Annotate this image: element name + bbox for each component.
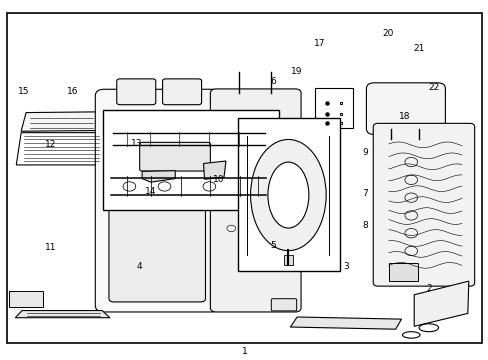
Polygon shape bbox=[290, 317, 401, 329]
Text: 19: 19 bbox=[291, 67, 302, 76]
Text: 9: 9 bbox=[362, 148, 367, 157]
FancyBboxPatch shape bbox=[210, 89, 301, 312]
FancyBboxPatch shape bbox=[109, 117, 205, 302]
Text: 17: 17 bbox=[314, 39, 325, 48]
Polygon shape bbox=[142, 171, 175, 182]
Text: 15: 15 bbox=[19, 86, 30, 95]
Text: 1: 1 bbox=[241, 347, 247, 356]
Bar bbox=[315, 88, 352, 128]
Text: 22: 22 bbox=[427, 83, 438, 92]
Text: 8: 8 bbox=[362, 221, 367, 230]
Polygon shape bbox=[16, 133, 107, 165]
Text: 7: 7 bbox=[362, 189, 367, 198]
Text: 14: 14 bbox=[145, 187, 156, 196]
Text: 10: 10 bbox=[213, 175, 224, 184]
Text: 21: 21 bbox=[412, 44, 424, 53]
FancyBboxPatch shape bbox=[271, 299, 296, 311]
FancyBboxPatch shape bbox=[140, 142, 210, 171]
Polygon shape bbox=[413, 281, 468, 326]
Text: 3: 3 bbox=[343, 262, 348, 271]
Polygon shape bbox=[21, 112, 102, 131]
Text: 4: 4 bbox=[137, 262, 142, 271]
Text: 18: 18 bbox=[398, 112, 409, 121]
Ellipse shape bbox=[250, 139, 325, 251]
Polygon shape bbox=[15, 311, 110, 318]
Text: 20: 20 bbox=[382, 29, 393, 38]
Text: 11: 11 bbox=[44, 243, 56, 252]
Bar bbox=[283, 255, 293, 265]
FancyBboxPatch shape bbox=[95, 89, 220, 312]
Ellipse shape bbox=[402, 332, 419, 338]
Ellipse shape bbox=[267, 162, 308, 228]
FancyBboxPatch shape bbox=[366, 83, 445, 134]
Text: 16: 16 bbox=[67, 86, 79, 95]
Bar bbox=[237, 118, 339, 271]
FancyBboxPatch shape bbox=[372, 123, 474, 286]
Text: 2: 2 bbox=[425, 284, 431, 293]
FancyBboxPatch shape bbox=[117, 79, 156, 105]
Bar bbox=[103, 111, 278, 210]
Bar bbox=[388, 263, 417, 281]
Ellipse shape bbox=[418, 324, 438, 332]
Bar bbox=[9, 291, 42, 307]
Text: 5: 5 bbox=[269, 241, 275, 250]
Polygon shape bbox=[203, 161, 225, 179]
Text: 12: 12 bbox=[44, 140, 56, 149]
Text: 13: 13 bbox=[130, 139, 142, 148]
FancyBboxPatch shape bbox=[162, 79, 201, 105]
Text: 6: 6 bbox=[269, 77, 275, 86]
